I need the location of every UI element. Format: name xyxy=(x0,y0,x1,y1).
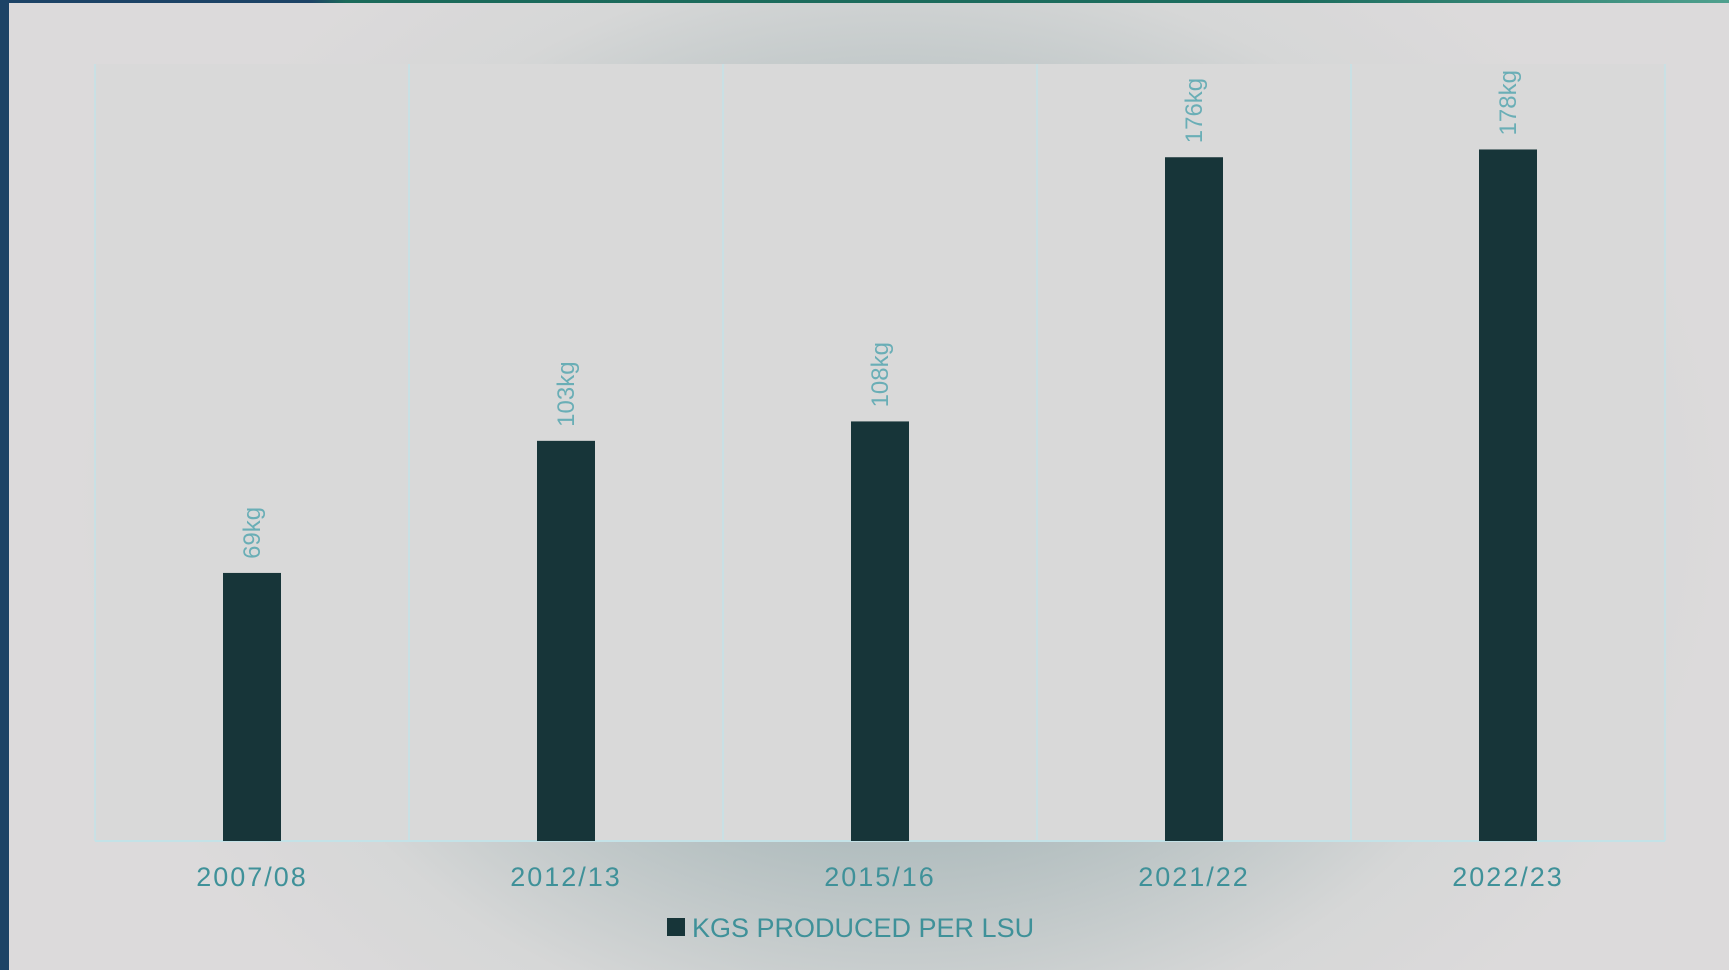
legend-swatch xyxy=(667,918,685,936)
category-label-2015-16: 2015/16 xyxy=(824,862,936,892)
bar-2021-22[interactable] xyxy=(1165,157,1223,842)
legend-label: KGS PRODUCED PER LSU xyxy=(692,913,1034,943)
bar-2012-13[interactable] xyxy=(537,440,595,841)
bars xyxy=(223,149,1537,842)
category-label-2021-22: 2021/22 xyxy=(1138,862,1250,892)
data-label-2021-22: 176kg xyxy=(1181,78,1208,143)
data-labels: 69kg 103kg 108kg 176kg 178kg xyxy=(239,70,1522,559)
left-edge-accent xyxy=(0,0,9,970)
category-label-2012-13: 2012/13 xyxy=(510,862,622,892)
data-label-2007-08: 69kg xyxy=(239,507,266,559)
category-label-2007-08: 2007/08 xyxy=(196,862,308,892)
bar-2015-16[interactable] xyxy=(851,421,909,841)
category-label-2022-23: 2022/23 xyxy=(1452,862,1564,892)
data-label-2012-13: 103kg xyxy=(553,361,580,426)
top-edge-accent xyxy=(0,0,1729,3)
data-label-2022-23: 178kg xyxy=(1495,70,1522,135)
category-axis: 2007/08 2012/13 2015/16 2021/22 2022/23 xyxy=(196,862,1564,892)
bar-2022-23[interactable] xyxy=(1479,149,1537,842)
data-label-2015-16: 108kg xyxy=(867,342,894,407)
legend[interactable]: KGS PRODUCED PER LSU xyxy=(667,913,1034,943)
bar-2007-08[interactable] xyxy=(223,572,281,841)
